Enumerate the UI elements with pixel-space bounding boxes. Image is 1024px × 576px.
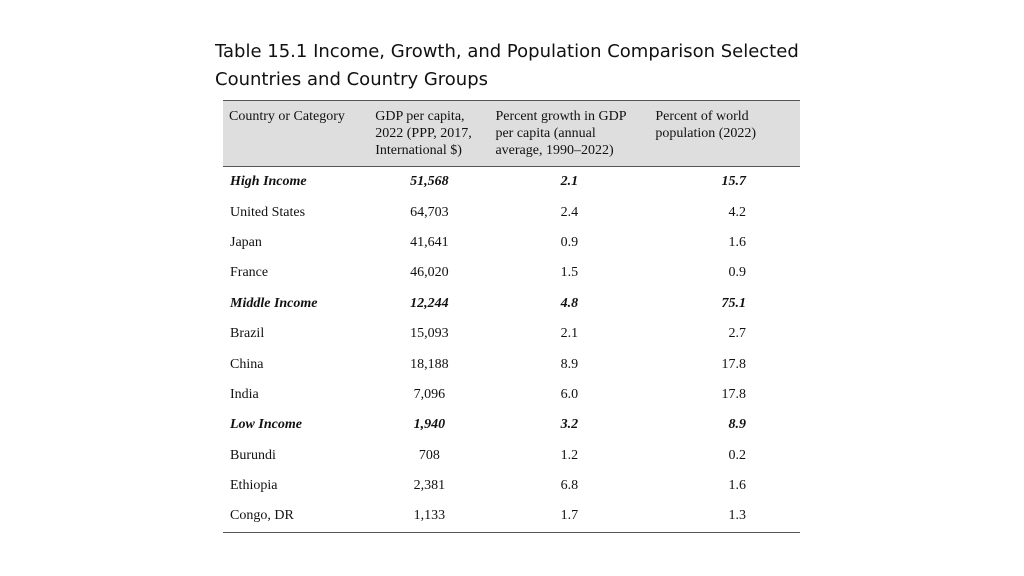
cell-country: Middle Income [230, 295, 318, 311]
cell-population: 1.3 [649, 501, 800, 533]
cell-growth: 6.0 [560, 386, 579, 402]
table-row: Congo, DR 1,133 1.7 1.3 [223, 501, 800, 533]
column-header-country: Country or Category [223, 100, 370, 167]
cell-growth: 6.8 [560, 478, 579, 494]
cell-growth: 2.1 [560, 174, 579, 190]
column-header-population: Percent of world population (2022) [649, 100, 800, 167]
cell-population: 0.2 [728, 447, 747, 463]
cell-growth: 2.1 [560, 326, 579, 342]
cell-country: France [230, 265, 269, 281]
cell-population: 2.7 [728, 326, 747, 342]
table-row: Burundi 708 1.2 0.2 [223, 441, 800, 471]
cell-gdp: 15,093 [410, 326, 449, 342]
column-header-growth: Percent growth in GDP per capita (annual… [489, 100, 650, 167]
cell-gdp: 7,096 [413, 386, 446, 402]
cell-country: United States [230, 204, 306, 220]
cell-country: Burundi [230, 447, 276, 463]
cell-gdp: 1,133 [369, 501, 490, 533]
table-row: France 46,020 1.5 0.9 [223, 258, 800, 288]
cell-growth: 0.9 [560, 234, 579, 250]
cell-country: Japan [230, 234, 262, 250]
cell-country: Brazil [230, 326, 265, 342]
cell-gdp: 18,188 [410, 356, 449, 372]
cell-population: 1.6 [728, 234, 747, 250]
cell-growth: 2.4 [560, 204, 579, 220]
cell-growth: 8.9 [560, 356, 579, 372]
table-row: Japan 41,641 0.9 1.6 [223, 228, 800, 258]
cell-growth: 4.8 [560, 295, 579, 311]
table-title: Table 15.1 Income, Growth, and Populatio… [215, 41, 799, 90]
table-body: High Income 51,568 2.1 15.7 United States 64,… [223, 167, 800, 533]
cell-gdp: 46,020 [410, 265, 449, 281]
cell-growth: 1.7 [489, 501, 650, 533]
table-header-row: Country or Category GDP per capita, 2022… [223, 100, 800, 167]
cell-population: 17.8 [721, 356, 747, 372]
cell-gdp: 64,703 [410, 204, 449, 220]
table-row: Brazil 15,093 2.1 2.7 [223, 319, 800, 349]
cell-population: 8.9 [728, 417, 747, 433]
table-row: Ethiopia 2,381 6.8 1.6 [223, 471, 800, 501]
cell-gdp: 51,568 [410, 174, 449, 190]
cell-population: 4.2 [728, 204, 747, 220]
table-row: United States 64,703 2.4 4.2 [223, 197, 800, 227]
cell-gdp: 708 [418, 447, 440, 463]
cell-country: High Income [230, 174, 307, 190]
cell-growth: 3.2 [560, 417, 579, 433]
cell-population: 0.9 [728, 265, 747, 281]
column-header-gdp: GDP per capita, 2022 (PPP, 2017, Interna… [369, 100, 490, 167]
cell-growth: 1.5 [560, 265, 579, 281]
cell-country: Congo, DR [223, 501, 370, 533]
table-row-group: Middle Income 12,244 4.8 75.1 [223, 289, 800, 319]
table-row: China 18,188 8.9 17.8 [223, 349, 800, 379]
cell-population: 75.1 [721, 295, 747, 311]
cell-gdp: 12,244 [410, 295, 449, 311]
cell-country: India [230, 386, 259, 402]
cell-country: Ethiopia [230, 478, 278, 494]
table-row-group: High Income 51,568 2.1 15.7 [223, 167, 800, 198]
cell-population: 1.6 [728, 478, 747, 494]
cell-growth: 1.2 [560, 447, 579, 463]
table-row: India 7,096 6.0 17.8 [223, 380, 800, 410]
cell-gdp: 41,641 [410, 234, 449, 250]
data-table: Country or Category GDP per capita, 2022… [223, 100, 800, 533]
cell-country: China [230, 356, 264, 372]
cell-gdp: 2,381 [413, 478, 446, 494]
cell-gdp: 1,940 [413, 417, 446, 433]
table-row-group: Low Income 1,940 3.2 8.9 [223, 410, 800, 440]
cell-country: Low Income [230, 417, 302, 433]
cell-population: 17.8 [721, 386, 747, 402]
cell-population: 15.7 [721, 174, 747, 190]
